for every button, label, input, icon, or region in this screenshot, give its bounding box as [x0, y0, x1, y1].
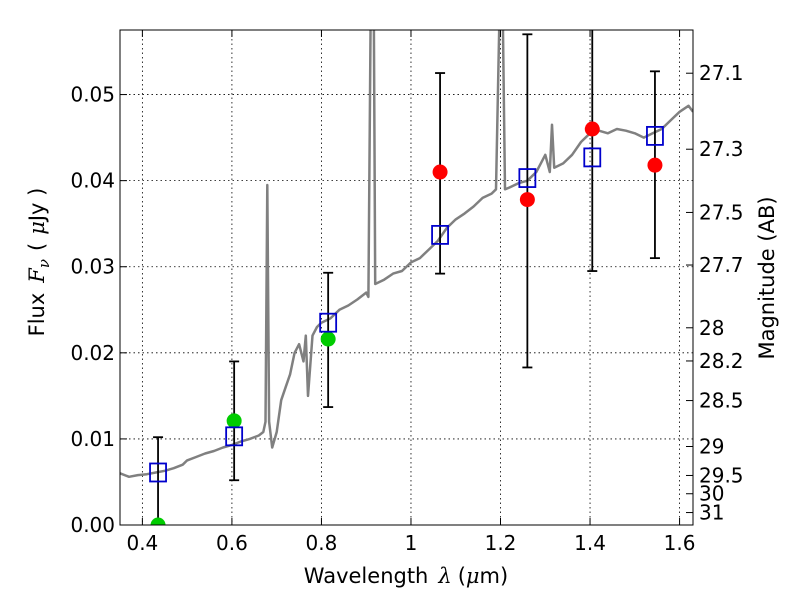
- synthetic-flux-square: [646, 125, 664, 146]
- spectrum-line: [120, 30, 693, 479]
- x-tick-label: 1: [405, 531, 418, 555]
- y2-axis-title: Magnitude (AB): [755, 196, 779, 359]
- y2-tick-label: 31: [699, 501, 724, 525]
- y2-tick-label: 27.5: [699, 200, 744, 224]
- synthetic-flux-square: [583, 147, 602, 168]
- y2-tick-label: 28: [699, 316, 724, 340]
- y-axis-title-text: Flux: [25, 293, 49, 337]
- y2-tick-label: 27.7: [699, 253, 744, 277]
- y-tick-label: 0.04: [70, 169, 115, 193]
- synthetic-flux-square: [431, 224, 449, 245]
- measured-flux-point: [150, 517, 166, 525]
- y-axis-title: Flux Fν ( μJy ): [25, 188, 53, 337]
- y2-tick-label: 28.5: [699, 389, 744, 413]
- x-tick-label: 1.2: [485, 531, 517, 555]
- y2-tick-label: 27.3: [699, 137, 744, 161]
- measured-flux-point: [647, 157, 663, 173]
- x-axis-title-text: Wavelength: [304, 564, 429, 588]
- y-axis-title-mu: μ: [25, 221, 49, 235]
- y2-tick-label: 29: [699, 434, 724, 458]
- synthetic-flux-square: [518, 168, 537, 188]
- x-axis-title-paren: (: [458, 564, 466, 588]
- measured-flux-point: [226, 413, 242, 429]
- y2-tick-label: 29.5: [699, 463, 744, 487]
- y-tick-label: 0.01: [70, 427, 115, 451]
- grid-lines: [120, 30, 693, 525]
- x-axis-title-symbol: λ: [437, 564, 451, 588]
- y-axis-title-unit: Jy ): [25, 188, 49, 224]
- y-tick-label: 0.00: [70, 513, 115, 537]
- measured-flux-point: [584, 121, 600, 137]
- axes-frame: [119, 29, 694, 526]
- synthetic-flux-square: [319, 312, 338, 333]
- y-axis-title-subscript: ν: [35, 259, 53, 268]
- y-tick-label: 0.03: [70, 255, 115, 279]
- axis-ticks: 0.4 0.6 0.8 1 1.2 1.4 1.6 0.00 0.01 0.02 0.03 0.04 0…: [70, 30, 744, 555]
- x-axis-title-mu: μ: [466, 564, 480, 588]
- synthetic-flux-square: [149, 462, 167, 483]
- y2-tick-label: 30: [699, 482, 724, 506]
- x-tick-label: 0.8: [306, 531, 338, 555]
- y-tick-label: 0.05: [70, 83, 115, 107]
- y-axis-title-symbol: F: [25, 267, 49, 284]
- plot-area: [120, 30, 693, 525]
- x-axis-title-unit: m): [480, 564, 509, 588]
- measured-flux-point: [519, 192, 535, 208]
- y-tick-label: 0.02: [70, 341, 115, 365]
- x-tick-label: 1.6: [664, 531, 696, 555]
- x-axis-title: Wavelength λ (μm): [304, 564, 508, 588]
- measured-flux-point: [432, 164, 448, 180]
- measured-flux-point: [320, 331, 336, 347]
- y2-tick-label: 27.1: [699, 61, 744, 85]
- x-tick-label: 1.4: [574, 531, 606, 555]
- y-axis-title-paren: (: [25, 243, 49, 251]
- x-tick-label: 0.4: [126, 531, 158, 555]
- synthetic-flux-square: [225, 426, 244, 447]
- y2-tick-label: 28.2: [699, 349, 744, 373]
- x-tick-label: 0.6: [216, 531, 248, 555]
